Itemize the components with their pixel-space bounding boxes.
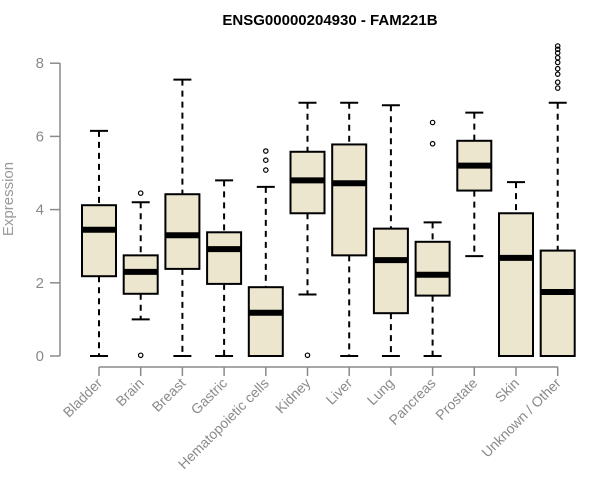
- iqr-box: [164, 193, 201, 270]
- outlier-point: [262, 167, 269, 173]
- outlier-point: [554, 59, 561, 66]
- box-group: [247, 148, 284, 357]
- box-group: [164, 78, 201, 357]
- box-group: [122, 190, 159, 359]
- box-group: [456, 111, 493, 258]
- outlier-point: [137, 190, 144, 196]
- boxes: [81, 43, 576, 359]
- box-group: [206, 179, 243, 357]
- x-tick-label: Breast: [149, 375, 189, 415]
- outlier-point: [554, 54, 561, 61]
- iqr-box: [206, 231, 243, 285]
- outlier-point: [554, 85, 561, 91]
- outlier-point: [262, 157, 269, 163]
- box-group: [414, 119, 451, 357]
- box-group: [331, 101, 368, 357]
- box-group: [81, 129, 117, 357]
- box-group: [289, 101, 326, 359]
- x-tick-label: Lung: [364, 375, 397, 408]
- outlier-point: [554, 65, 561, 72]
- iqr-box: [498, 212, 534, 357]
- box-group: [539, 43, 576, 357]
- outlier-point: [304, 352, 311, 359]
- x-tick-label: Kidney: [272, 375, 314, 417]
- outlier-point: [137, 352, 144, 359]
- outlier-point: [554, 43, 561, 49]
- x-tick-label: Skin: [492, 375, 523, 406]
- outlier-point: [429, 140, 436, 147]
- x-tick-label: Unknown / Other: [478, 375, 564, 461]
- x-tick-label: Liver: [323, 375, 356, 408]
- x-tick-label: Prostate: [432, 375, 480, 423]
- x-tick-label: Brain: [112, 375, 146, 409]
- box-group: [498, 181, 534, 357]
- iqr-box: [539, 249, 576, 357]
- y-tick-label: 6: [36, 128, 44, 145]
- y-axis-label: Expression: [0, 162, 17, 236]
- outlier-point: [554, 71, 561, 77]
- y-tick-label: 0: [36, 348, 44, 365]
- outlier-point: [554, 79, 561, 86]
- box-group: [372, 104, 409, 357]
- outlier-point: [262, 148, 269, 154]
- iqr-box: [331, 143, 368, 257]
- iqr-box: [414, 240, 451, 297]
- x-tick-label: Bladder: [60, 375, 106, 421]
- y-tick-label: 4: [36, 202, 44, 219]
- outlier-point: [429, 119, 436, 126]
- outlier-point: [554, 46, 561, 53]
- outlier-point: [554, 50, 561, 56]
- y-tick-label: 8: [36, 55, 44, 72]
- iqr-box: [81, 204, 117, 278]
- y-tick-label: 2: [36, 275, 44, 292]
- iqr-box: [372, 227, 409, 315]
- y-ticks: 0 2 4 6 8: [36, 55, 60, 365]
- iqr-box: [247, 286, 284, 357]
- chart-title: ENSG00000204930 - FAM221B: [222, 12, 437, 29]
